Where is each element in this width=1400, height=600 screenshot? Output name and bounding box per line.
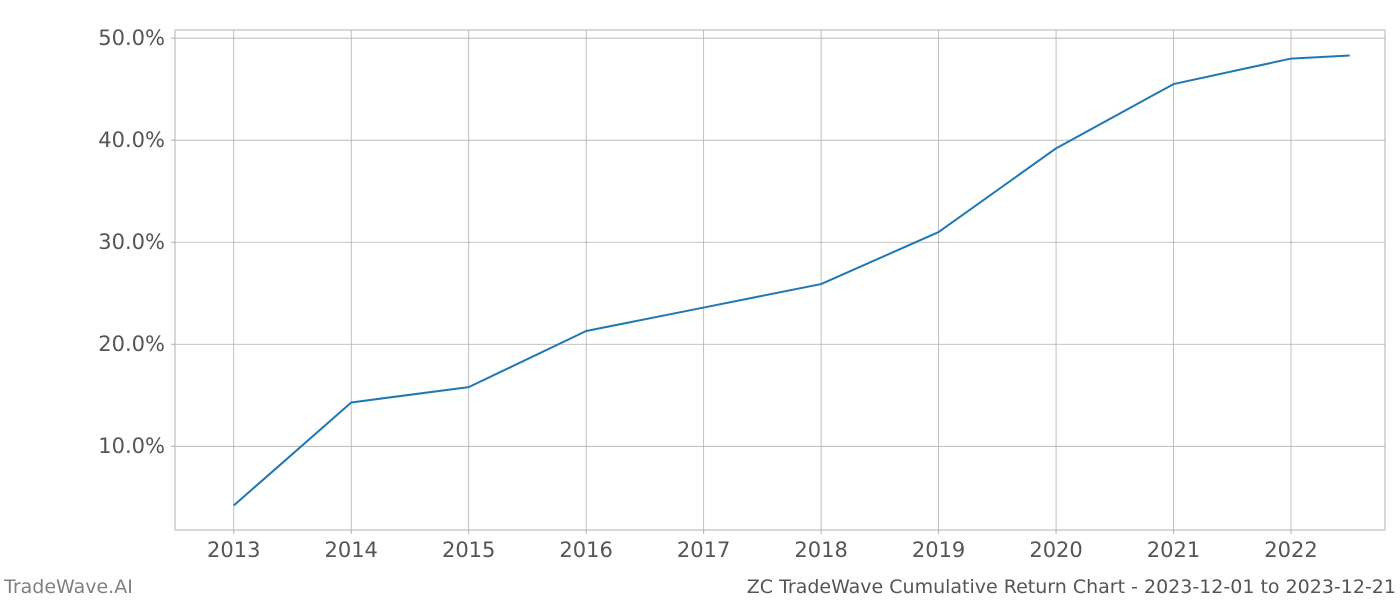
x-tick-label: 2015	[442, 538, 495, 562]
x-tick-label: 2021	[1147, 538, 1200, 562]
x-tick-label: 2014	[324, 538, 377, 562]
x-tick-label: 2020	[1029, 538, 1082, 562]
x-tick-label: 2016	[559, 538, 612, 562]
x-tick-label: 2019	[912, 538, 965, 562]
footer-right-caption: ZC TradeWave Cumulative Return Chart - 2…	[747, 576, 1400, 600]
y-tick-label: 40.0%	[98, 128, 165, 152]
y-tick-label: 10.0%	[98, 434, 165, 458]
x-tick-label: 2017	[677, 538, 730, 562]
footer-left-brand: TradeWave.AI	[0, 576, 133, 600]
x-tick-label: 2022	[1264, 538, 1317, 562]
data-line	[234, 56, 1350, 506]
x-tick-label: 2018	[794, 538, 847, 562]
chart-figure: 2013 2014 2015 2016 2017 2018 2019 2020 2021 2022…	[0, 0, 1400, 600]
y-tick-label: 20.0%	[98, 332, 165, 356]
y-tick-label: 30.0%	[98, 230, 165, 254]
plot-area	[175, 30, 1385, 530]
x-tick-label: 2013	[207, 538, 260, 562]
y-tick-label: 50.0%	[98, 26, 165, 50]
